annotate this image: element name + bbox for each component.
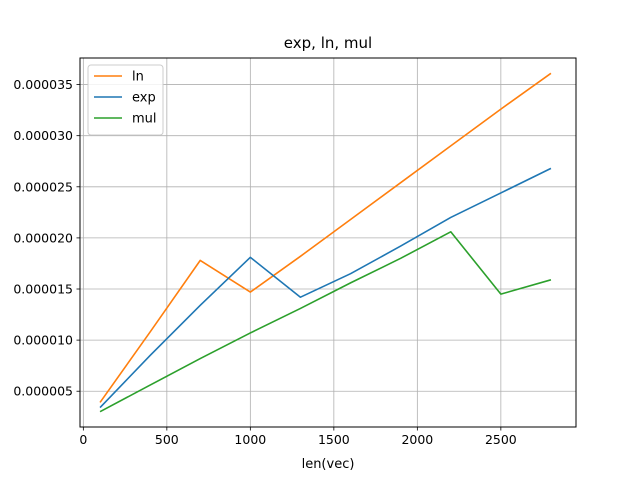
y-tick-label: 0.000010 [13, 333, 73, 348]
legend: ln exp mul [87, 64, 164, 136]
x-tick-label: 0 [79, 432, 87, 447]
legend-label-exp: exp [132, 91, 156, 106]
x-tick-label: 1000 [234, 432, 266, 447]
y-tick-label: 0.000005 [13, 384, 73, 399]
series-lines [99, 72, 552, 413]
y-tick-label: 0.000035 [13, 77, 73, 92]
grid [80, 58, 576, 427]
x-tick-label: 500 [155, 432, 179, 447]
x-tick-label: 2500 [485, 432, 517, 447]
series-line-ln [99, 72, 552, 403]
plot-frame [79, 57, 577, 428]
y-tick-label: 0.000025 [13, 179, 73, 194]
x-axis-label: len(vec) [302, 457, 355, 472]
chart-title: exp, ln, mul [284, 34, 372, 52]
y-tick-label: 0.000015 [13, 282, 73, 297]
y-tick-label: 0.000030 [13, 128, 73, 143]
x-tick-label: 2000 [401, 432, 433, 447]
legend-label-mul: mul [132, 112, 157, 127]
legend-label-ln: ln [132, 70, 144, 85]
y-tick-label: 0.000020 [13, 230, 73, 245]
series-line-mul [99, 230, 552, 413]
x-tick-label: 1500 [318, 432, 350, 447]
series-line-exp [99, 167, 552, 409]
x-axis-ticks: 0 500 1000 1500 2000 2500 [79, 427, 517, 447]
y-axis-ticks: 0.000005 0.000010 0.000015 0.000020 0.000025… [13, 77, 80, 399]
